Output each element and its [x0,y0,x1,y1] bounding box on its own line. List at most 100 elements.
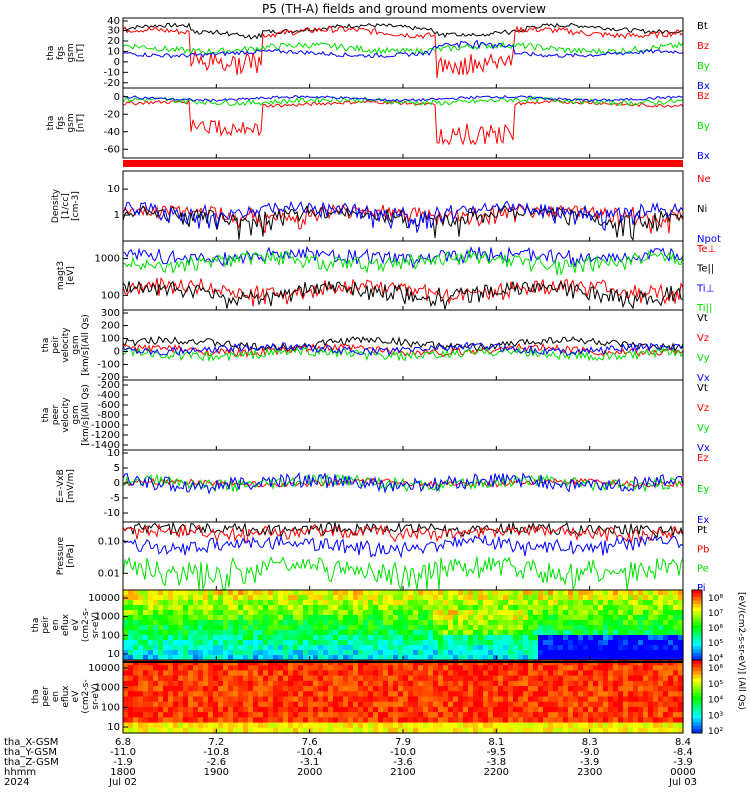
y-label-line: [1/cc] [61,193,71,219]
spectrogram-cell [148,630,154,636]
spectrogram-cell [218,670,224,677]
spectrogram-cell [578,712,584,718]
spectrogram-cell [383,600,389,606]
spectrogram-cell [653,640,659,646]
spectrogram-cell [228,665,234,672]
spectrogram-cell [223,727,229,734]
spectrogram-cell [568,727,574,734]
spectrogram-cell [178,645,184,651]
spectrogram-cell [288,615,294,621]
spectrogram-cell [353,645,359,651]
spectrogram-cell [398,620,404,626]
spectrogram-cell [168,717,174,724]
x-row-value: -10.8 [203,747,229,758]
y-tick-label: 0.01 [98,568,120,579]
spectrogram-cell [633,615,639,621]
spectrogram-cell [138,610,144,616]
spectrogram-cell [223,655,229,661]
spectrogram-cell [448,590,454,596]
spectrogram-cell [403,620,409,626]
spectrogram-cell [433,670,439,677]
spectrogram-cell [128,620,134,626]
spectrogram-cell [433,665,439,672]
spectrogram-cell [173,615,179,621]
spectrogram-cell [628,620,634,626]
spectrogram-cell [648,645,654,651]
spectrogram-cell [418,665,424,672]
spectrogram-cell [163,615,169,621]
spectrogram-cell [508,620,514,626]
spectrogram-cell [238,691,244,698]
spectrogram-cell [398,712,404,718]
spectrogram-cell [358,691,364,698]
spectrogram-cell [498,712,504,718]
spectrogram-cell [483,665,489,672]
spectrogram-cell [383,680,389,687]
spectrogram-cell [573,665,579,672]
spectrogram-cell [568,635,574,641]
spectrogram-cell [403,675,409,682]
spectrogram-cell [483,727,489,734]
spectrogram-cell [128,712,134,718]
spectrogram-cell [338,650,344,656]
spectrogram-cell [663,620,669,626]
x-row-value: 2100 [390,767,415,778]
spectrogram-cell [663,600,669,606]
spectrogram-cell [163,600,169,606]
spectrogram-cell [538,605,544,611]
spectrogram-cell [168,680,174,687]
spectrogram-cell [368,610,374,616]
spectrogram-cell [428,665,434,672]
spectrogram-cell [623,600,629,606]
spectrogram-cell [218,600,224,606]
spectrogram-cell [513,640,519,646]
spectrogram-cell [393,717,399,724]
spectrogram-cell [288,595,294,601]
spectrogram-cell [368,701,374,708]
spectrogram-cell [318,717,324,724]
spectrogram-cell [188,590,194,596]
spectrogram-cell [323,615,329,621]
spectrogram-cell [238,722,244,729]
spectrogram-cell [448,650,454,656]
spectrogram-cell [623,635,629,641]
spectrogram-cell [613,722,619,729]
spectrogram-cell [603,712,609,718]
x-row-value: 1800 [110,767,135,778]
spectrogram-cell [358,727,364,734]
spectrogram-cell [183,727,189,734]
spectrogram-cell [663,701,669,708]
spectrogram-cell [323,650,329,656]
spectrogram-cell [308,615,314,621]
spectrogram-cell [603,635,609,641]
spectrogram-cell [318,595,324,601]
spectrogram-cell [258,665,264,672]
spectrogram-cell [163,590,169,596]
spectrogram-cell [208,691,214,698]
spectrogram-cell [403,722,409,729]
spectrogram-cell [458,727,464,734]
spectrogram-cell [333,675,339,682]
spectrogram-cell [398,680,404,687]
spectrogram-cell [393,727,399,734]
spectrogram-cell [293,595,299,601]
spectrogram-cell [163,640,169,646]
spectrogram-cell [468,630,474,636]
spectrogram-cell [488,675,494,682]
spectrogram-cell [308,600,314,606]
spectrogram-cell [308,722,314,729]
spectrogram-cell [468,650,474,656]
spectrogram-cell [348,717,354,724]
spectrogram-cell [203,712,209,718]
spectrogram-cell [228,722,234,729]
spectrogram-cell [678,620,684,626]
spectrogram-cell [338,712,344,718]
spectrogram-cell [558,655,564,661]
spectrogram-cell [198,680,204,687]
spectrogram-cell [528,620,534,626]
spectrogram-cell [153,615,159,621]
spectrogram-cell [513,691,519,698]
spectrogram-cell [218,675,224,682]
spectrogram-cell [608,727,614,734]
y-label-line: en [51,619,61,630]
